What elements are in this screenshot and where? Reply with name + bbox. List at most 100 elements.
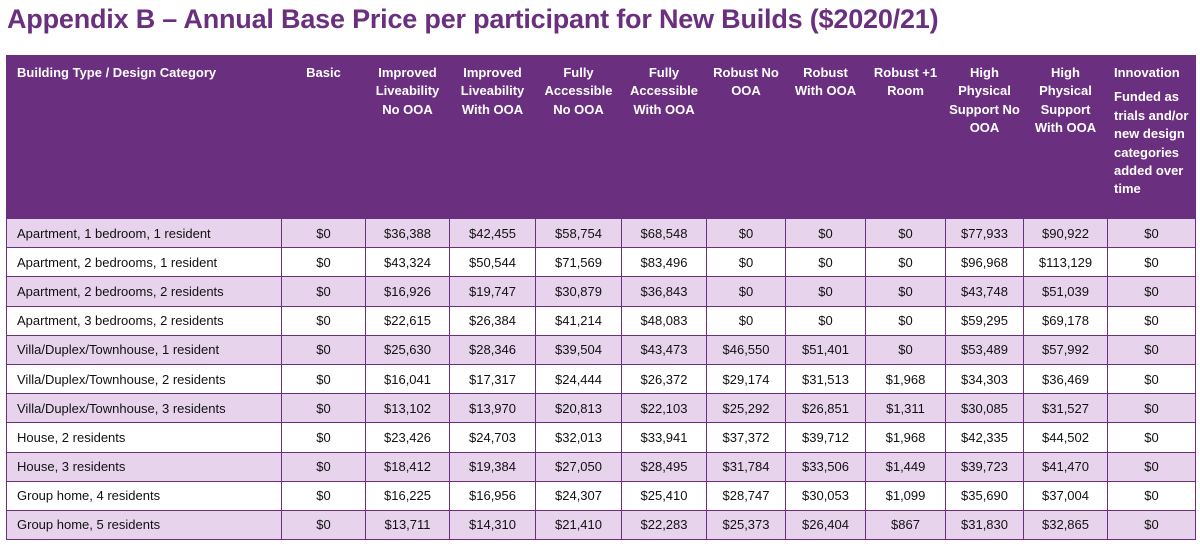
price-cell: $0 (281, 247, 366, 278)
row-label: Group home, 5 residents (6, 509, 282, 541)
price-cell: $28,495 (621, 451, 707, 482)
row-label: Apartment, 1 bedroom, 1 resident (6, 217, 282, 249)
table-row: Apartment, 1 bedroom, 1 resident $0 $36,38… (6, 217, 1196, 249)
price-cell: $50,544 (449, 247, 536, 278)
price-cell: $53,489 (945, 334, 1024, 365)
price-cell: $43,324 (365, 247, 450, 278)
price-cell: $0 (1107, 217, 1196, 249)
price-cell: $39,504 (535, 334, 622, 365)
price-cell: $113,129 (1023, 247, 1108, 278)
price-cell: $51,039 (1023, 276, 1108, 307)
price-cell: $39,712 (785, 422, 866, 453)
price-cell: $59,295 (945, 305, 1024, 336)
price-cell: $0 (865, 217, 946, 249)
table-row: Apartment, 2 bedrooms, 1 resident $0 $43,3… (6, 247, 1196, 278)
table-row: Villa/Duplex/Townhouse, 2 residents $0 $16… (6, 363, 1196, 395)
price-cell: $22,283 (621, 509, 707, 541)
price-cell: $42,455 (449, 217, 536, 249)
price-cell: $29,174 (706, 363, 786, 395)
price-cell: $71,569 (535, 247, 622, 278)
price-cell: $31,513 (785, 363, 866, 395)
row-label: Villa/Duplex/Townhouse, 2 residents (6, 363, 282, 395)
price-cell: $0 (865, 247, 946, 278)
price-cell: $0 (785, 305, 866, 336)
price-cell: $25,373 (706, 509, 786, 541)
price-cell: $0 (281, 422, 366, 453)
price-cell: $32,865 (1023, 509, 1108, 541)
price-cell: $36,843 (621, 276, 707, 307)
price-cell: $0 (281, 305, 366, 336)
price-cell: $22,615 (365, 305, 450, 336)
price-cell: $90,922 (1023, 217, 1108, 249)
price-cell: $21,410 (535, 509, 622, 541)
row-label: House, 2 residents (6, 422, 282, 453)
price-cell: $41,470 (1023, 451, 1108, 482)
table-row: Villa/Duplex/Townhouse, 1 resident $0 $25,… (6, 334, 1196, 365)
price-cell: $0 (1107, 451, 1196, 482)
price-cell: $13,102 (365, 393, 450, 424)
price-cell: $0 (1107, 480, 1196, 511)
price-cell: $26,372 (621, 363, 707, 395)
price-cell: $31,830 (945, 509, 1024, 541)
price-cell: $23,426 (365, 422, 450, 453)
table-row: House, 2 residents $0 $23,426 $24,703 $32,01… (6, 422, 1196, 453)
column-header: Building Type / Design Category (6, 55, 282, 219)
table-row: Group home, 4 residents $0 $16,225 $16,956 $… (6, 480, 1196, 511)
price-cell: $77,933 (945, 217, 1024, 249)
column-header: Robust +1 Room (865, 55, 946, 219)
price-cell: $43,748 (945, 276, 1024, 307)
price-cell: $16,926 (365, 276, 450, 307)
price-cell: $19,384 (449, 451, 536, 482)
price-cell: $0 (706, 217, 786, 249)
price-cell: $31,784 (706, 451, 786, 482)
column-header: High Physical Support With OOA (1023, 55, 1108, 219)
price-cell: $58,754 (535, 217, 622, 249)
price-cell: $0 (785, 247, 866, 278)
price-cell: $24,307 (535, 480, 622, 511)
table-row: House, 3 residents $0 $18,412 $19,384 $27,05… (6, 451, 1196, 482)
table-row: Apartment, 2 bedrooms, 2 residents $0 $16,… (6, 276, 1196, 307)
price-cell: $41,214 (535, 305, 622, 336)
row-label: Apartment, 2 bedrooms, 1 resident (6, 247, 282, 278)
price-cell: $1,968 (865, 422, 946, 453)
price-cell: $26,404 (785, 509, 866, 541)
price-cell: $0 (1107, 305, 1196, 336)
price-cell: $24,703 (449, 422, 536, 453)
table-row: Group home, 5 residents $0 $13,711 $14,310 $… (6, 509, 1196, 541)
innovation-header: Innovation Funded as trials and/or new d… (1107, 55, 1196, 219)
price-cell: $13,711 (365, 509, 450, 541)
price-cell: $867 (865, 509, 946, 541)
price-cell: $0 (1107, 334, 1196, 365)
price-cell: $51,401 (785, 334, 866, 365)
price-cell: $57,992 (1023, 334, 1108, 365)
price-cell: $36,469 (1023, 363, 1108, 395)
price-cell: $0 (706, 276, 786, 307)
price-cell: $0 (281, 393, 366, 424)
column-header: Improved Liveability No OOA (365, 55, 450, 219)
price-cell: $32,013 (535, 422, 622, 453)
price-cell: $0 (281, 480, 366, 511)
price-cell: $25,410 (621, 480, 707, 511)
price-cell: $0 (706, 305, 786, 336)
price-cell: $28,346 (449, 334, 536, 365)
price-cell: $83,496 (621, 247, 707, 278)
price-cell: $0 (785, 217, 866, 249)
price-cell: $69,178 (1023, 305, 1108, 336)
price-cell: $42,335 (945, 422, 1024, 453)
column-header: Fully Accessible With OOA (621, 55, 707, 219)
row-label: Apartment, 2 bedrooms, 2 residents (6, 276, 282, 307)
price-cell: $0 (785, 276, 866, 307)
price-table: Building Type / Design Category Basic Im… (6, 55, 1196, 541)
price-cell: $96,968 (945, 247, 1024, 278)
price-cell: $0 (865, 305, 946, 336)
price-cell: $30,085 (945, 393, 1024, 424)
row-label: Apartment, 3 bedrooms, 2 residents (6, 305, 282, 336)
price-cell: $28,747 (706, 480, 786, 511)
price-cell: $14,310 (449, 509, 536, 541)
price-cell: $24,444 (535, 363, 622, 395)
price-cell: $0 (1107, 509, 1196, 541)
column-header: Basic (281, 55, 366, 219)
price-cell: $16,225 (365, 480, 450, 511)
row-label: Group home, 4 residents (6, 480, 282, 511)
innovation-label: Innovation (1114, 65, 1180, 80)
